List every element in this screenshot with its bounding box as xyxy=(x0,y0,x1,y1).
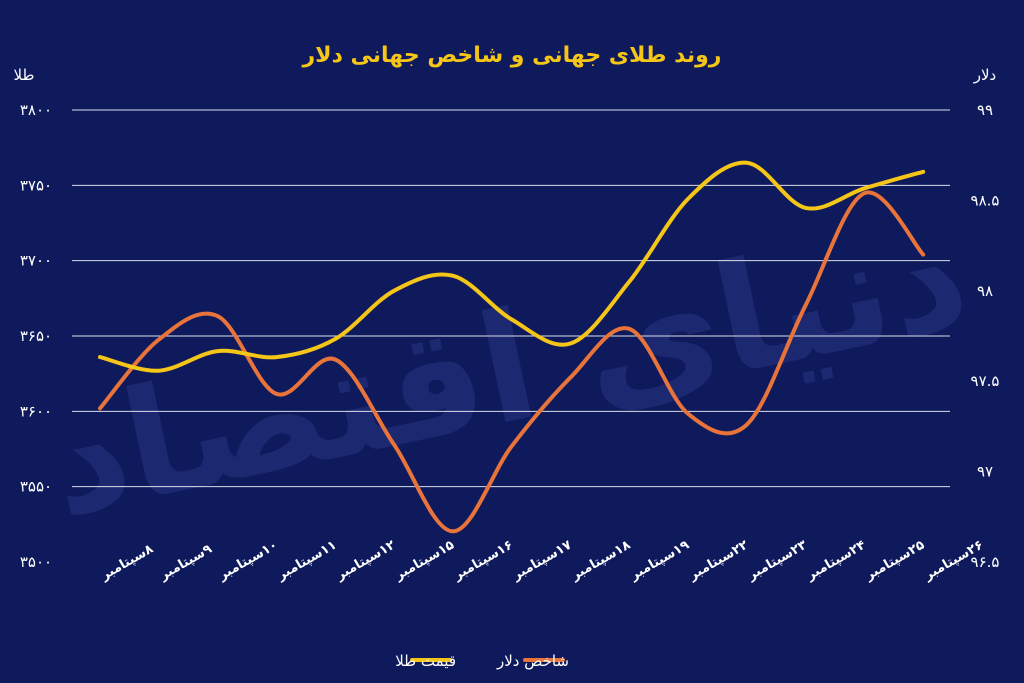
x-tick-label: ۱۸سپتامبر xyxy=(568,538,633,584)
right-axis-unit: دلار xyxy=(973,66,996,84)
x-tick-label: ۱۲سپتامبر xyxy=(333,538,398,584)
left-tick-label: ۳۷۰۰ xyxy=(20,252,52,270)
right-tick-label: ۹۷ xyxy=(977,463,993,481)
right-axis-ticks: ۹۶.۵ ۹۷ ۹۷.۵ ۹۸ ۹۸.۵ ۹۹ xyxy=(971,101,1000,571)
x-tick-label: ۱۶سپتامبر xyxy=(450,538,515,584)
watermark-text: دنیای اقتصاد xyxy=(34,187,982,551)
gold-price-line xyxy=(98,160,926,373)
x-tick-label: ۲۲سپتامبر xyxy=(686,538,751,584)
left-tick-label: ۳۶۵۰ xyxy=(20,327,52,345)
grid-lines xyxy=(72,109,950,488)
legend-label-dollar: شاخص دلار xyxy=(496,652,569,670)
x-axis-ticks: ۸سپتامبر ۹سپتامبر ۱۰سپتامبر۱۱سپتامبر۱۲سپتا… xyxy=(98,538,986,584)
series-layer xyxy=(98,160,926,534)
x-tick-label: ۱۷سپتامبر xyxy=(509,538,574,584)
x-tick-label: ۱۵سپتامبر xyxy=(392,538,457,584)
x-tick-label: ۲۴سپتامبر xyxy=(803,538,868,584)
chart-title: روند طلای جهانی و شاخص جهانی دلار xyxy=(302,43,722,68)
right-tick-label: ۹۹ xyxy=(977,101,993,119)
left-axis-ticks: ۳۵۰۰ ۳۵۵۰ ۳۶۰۰ ۳۶۵۰ ۳۷۰۰ ۳۷۵۰ ۳۸۰۰ xyxy=(20,101,52,571)
left-tick-label: ۳۵۰۰ xyxy=(20,553,52,571)
x-tick-label: ۱۱سپتامبر xyxy=(274,538,339,584)
left-axis-unit: طلا xyxy=(14,66,35,84)
right-tick-label: ۹۷.۵ xyxy=(971,372,1000,390)
right-tick-label: ۹۸ xyxy=(977,282,993,300)
x-tick-label: ۱۰سپتامبر xyxy=(215,538,280,584)
left-tick-label: ۳۷۵۰ xyxy=(20,176,52,194)
right-tick-label: ۹۸.۵ xyxy=(971,191,1000,209)
left-tick-label: ۳۵۵۰ xyxy=(20,478,52,496)
right-tick-label: ۹۶.۵ xyxy=(971,553,1000,571)
x-tick-label: ۲۵سپتامبر xyxy=(862,538,927,584)
legend: قیمت طلا شاخص دلار xyxy=(395,652,569,670)
legend-label-gold: قیمت طلا xyxy=(395,652,456,670)
x-tick-label: ۸سپتامبر xyxy=(98,542,156,584)
left-tick-label: ۳۸۰۰ xyxy=(20,101,52,119)
left-tick-label: ۳۶۰۰ xyxy=(20,402,52,420)
x-tick-label: ۱۹سپتامبر xyxy=(627,538,692,584)
x-tick-label: ۹سپتامبر xyxy=(156,542,214,584)
x-tick-label: ۲۳سپتامبر xyxy=(744,538,809,584)
